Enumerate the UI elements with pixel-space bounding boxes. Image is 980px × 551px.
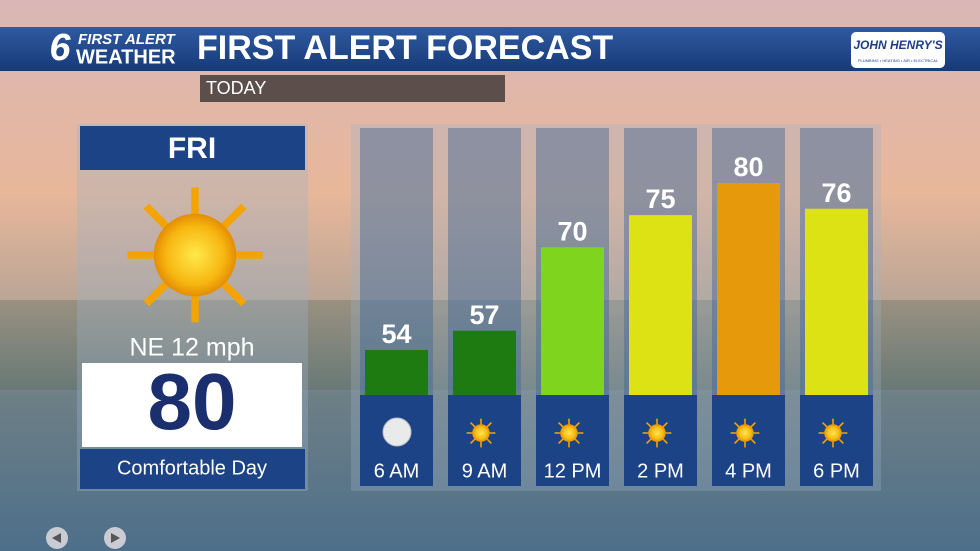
logo-line: WEATHER xyxy=(76,46,176,68)
x-tick-label: 4 PM xyxy=(725,460,772,482)
logo-line: FIRST ALERT xyxy=(78,31,177,48)
desc-band xyxy=(80,449,305,489)
icons xyxy=(382,417,849,449)
sun-icon xyxy=(817,417,849,449)
sun-icon xyxy=(553,417,585,449)
sponsor: JOHN HENRY'S xyxy=(853,38,942,52)
sun-icon xyxy=(641,417,673,449)
value-label: 54 xyxy=(381,319,411,349)
bar xyxy=(365,350,428,395)
x-tick-label: 2 PM xyxy=(637,460,684,482)
value-label: 70 xyxy=(557,216,587,246)
title: FIRST ALERT FORECAST xyxy=(197,29,613,67)
high-box xyxy=(82,363,302,447)
subtitle: TODAY xyxy=(206,78,266,98)
sun-icon xyxy=(128,188,263,323)
value-label: 57 xyxy=(469,300,499,330)
sponsor-tagline: PLUMBING • HEATING • AIR • ELECTRICAL xyxy=(858,58,939,63)
sun-icon xyxy=(465,417,497,449)
x-tick-label: 9 AM xyxy=(462,460,508,482)
description: Comfortable Day xyxy=(117,457,267,479)
subtitle-bar xyxy=(200,75,505,102)
next-arrow xyxy=(111,533,120,543)
x-tick-label: 12 PM xyxy=(544,460,602,482)
bar xyxy=(717,183,780,395)
high-temp: 80 xyxy=(148,357,237,446)
moon-icon xyxy=(382,417,412,447)
wind: NE 12 mph xyxy=(129,334,254,362)
day-band xyxy=(80,126,305,170)
header-band xyxy=(0,27,980,71)
bar xyxy=(805,208,868,395)
value-label: 80 xyxy=(733,152,763,182)
day: FRI xyxy=(168,132,216,165)
bar xyxy=(629,215,692,395)
chart-bg xyxy=(351,124,881,491)
sponsor-badge xyxy=(851,32,945,68)
prev-arrow xyxy=(52,533,61,543)
value-label: 76 xyxy=(821,178,851,208)
sun-icon xyxy=(729,417,761,449)
value-label: 75 xyxy=(645,184,675,214)
bar xyxy=(453,330,516,395)
bar xyxy=(541,247,604,395)
x-tick-label: 6 AM xyxy=(374,460,420,482)
x-tick-label: 6 PM xyxy=(813,460,860,482)
logo-number: 6 xyxy=(49,27,71,69)
